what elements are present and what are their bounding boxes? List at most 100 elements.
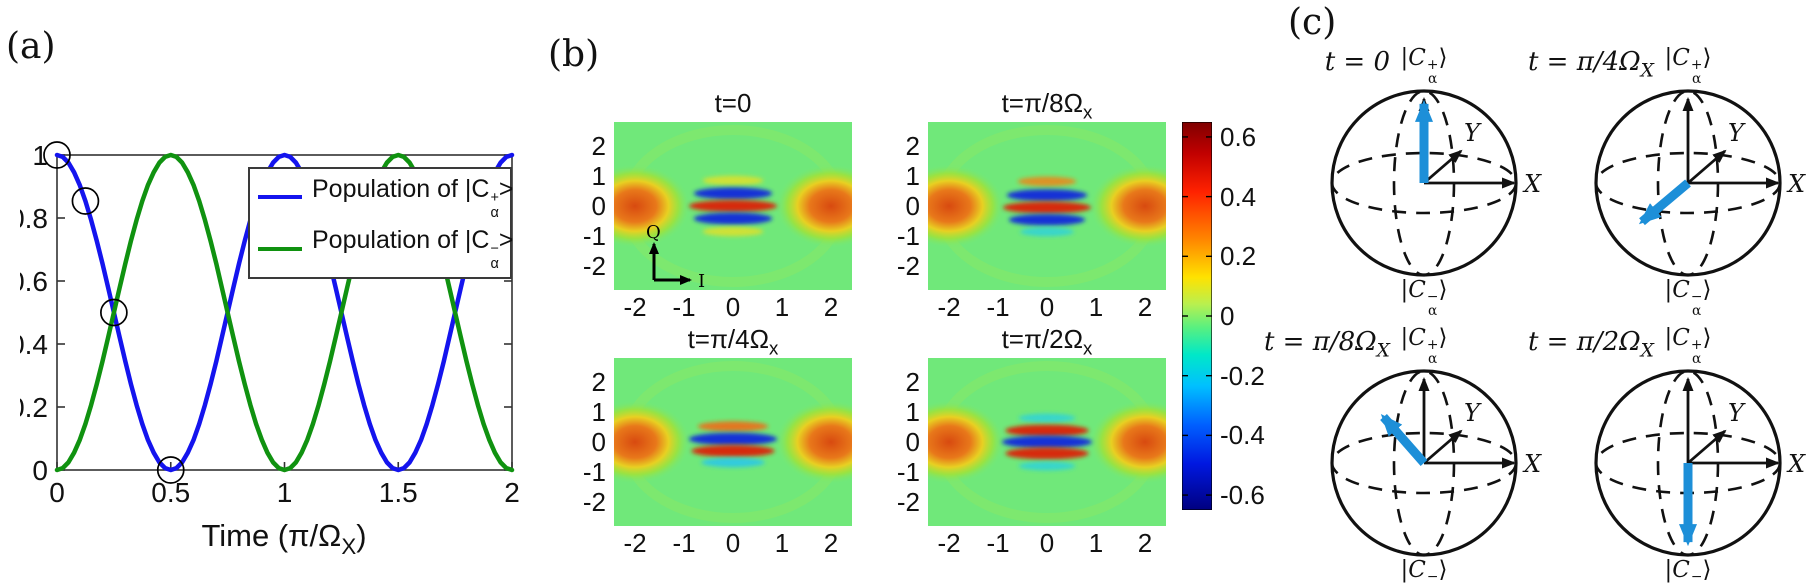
interference-fringe — [1005, 424, 1089, 437]
heatmap-title: t=π/2Ωx — [1001, 324, 1093, 359]
legend-entry: Population of |C + α > — [250, 175, 514, 220]
heatmap-x-tick-label: 2 — [823, 292, 839, 322]
x-axis-label: X — [1522, 170, 1542, 198]
legend-line-swatch — [258, 246, 302, 251]
heatmap-x-tick-label: -2 — [623, 528, 647, 558]
x-tick-label: 1 — [277, 477, 293, 508]
equator-dashed — [1594, 151, 1782, 215]
y-tick-label: 0 — [32, 455, 48, 486]
ket-minus-label: |C−α⟩ — [1400, 277, 1448, 319]
heatmap-y-tick-label: 1 — [905, 397, 920, 427]
coherent-blob — [928, 164, 1005, 248]
heatmap-y-tick-label: 2 — [905, 131, 920, 161]
interference-fringe — [1008, 214, 1086, 226]
title-subscript: x — [769, 337, 779, 359]
heatmap-x-tick-label: -1 — [986, 292, 1010, 322]
x-tick-label: 2 — [504, 477, 520, 508]
state-letter: C — [1408, 557, 1426, 583]
ket-plus-label: |C + α ⟩ — [1664, 45, 1712, 87]
sup-sub-script: −α — [1426, 569, 1439, 586]
ket-minus-label: |C−α⟩ — [1379, 557, 1469, 586]
ket-minus-label: |C−α⟩ — [1643, 557, 1733, 586]
bloch-sphere: XY — [1594, 369, 1806, 557]
marker-circle — [100, 298, 128, 327]
ket-plus-label: |C + α ⟩ — [1400, 45, 1448, 87]
sup-sub-script: + α — [1426, 57, 1439, 87]
interference-fringe — [691, 445, 775, 457]
heatmap-title: t=π/8Ωx — [1001, 88, 1093, 123]
colorbar-tick-label: 0.2 — [1220, 241, 1257, 272]
heatmap-y-tick-label: 0 — [591, 191, 606, 221]
y-axis-label: Y — [1728, 399, 1746, 427]
wigner-heatmap — [928, 122, 1166, 290]
coherent-blob — [775, 400, 852, 484]
heatmap-x-tick-label: 1 — [774, 292, 790, 322]
colorbar-tick-label: -0.4 — [1220, 420, 1265, 451]
interference-fringe — [697, 421, 769, 432]
interference-fringe — [1020, 227, 1074, 237]
heatmap-y-tick-label: -2 — [896, 251, 920, 281]
colorbar-tick-label: -0.6 — [1220, 480, 1265, 511]
heatmap-y-tick-label: 0 — [905, 191, 920, 221]
interference-fringe — [1017, 176, 1077, 187]
state-vector-arrow — [1380, 413, 1428, 466]
state-vector-arrow — [1638, 179, 1691, 226]
interference-fringe — [702, 175, 764, 186]
marker-circle — [43, 141, 71, 169]
y-tick-label: 0.6 — [20, 266, 48, 297]
title-subscript: x — [1083, 337, 1093, 359]
interference-fringe — [688, 432, 778, 446]
ket-minus-label: |C−α⟩ — [1664, 277, 1712, 319]
x-axis-label: X — [1786, 450, 1806, 478]
x-label-subscript: X — [341, 533, 357, 559]
colorbar-tick-label: 0.6 — [1220, 121, 1257, 152]
time-subscript: X — [1640, 340, 1654, 362]
bloch-sphere: XY — [1330, 89, 1542, 277]
x-axis-label: X — [1786, 170, 1806, 198]
state-letter: C — [1672, 557, 1690, 583]
bloch-sphere: XY — [1330, 369, 1542, 557]
colorbar-tick-label: -0.2 — [1220, 360, 1265, 391]
interference-fringe — [693, 212, 773, 225]
state-letter: C — [1672, 277, 1690, 303]
heatmap-x-tick-label: -1 — [672, 528, 696, 558]
coherent-blob — [1089, 164, 1166, 248]
sup-sub-script: + α — [490, 190, 499, 221]
legend-label: Population of |C + α > — [312, 174, 514, 221]
colorbar — [1182, 122, 1212, 510]
heatmap-y-tick-label: -1 — [896, 221, 920, 251]
y-tick-label: 0.8 — [20, 203, 48, 234]
heatmap-y-tick-label: 0 — [591, 427, 606, 457]
heatmap-y-tick-label: -1 — [582, 221, 606, 251]
y-axis-label: Y — [1464, 399, 1482, 427]
sup-sub-script: −α — [1690, 289, 1703, 319]
interference-fringe — [1018, 413, 1076, 423]
colorbar-tick-label: 0 — [1220, 301, 1235, 331]
state-letter: C — [1408, 45, 1426, 71]
x-tick-label: 0 — [49, 477, 65, 508]
marker-circle — [156, 456, 185, 484]
heatmap-x-tick-label: -2 — [937, 528, 961, 558]
y-axis-label: Y — [1464, 119, 1482, 147]
heatmap-x-tick-label: -2 — [937, 292, 961, 322]
state-letter: C — [1408, 277, 1426, 303]
heatmap-x-tick-label: -2 — [623, 292, 647, 322]
heatmap-y-tick-label: 1 — [591, 161, 606, 191]
heatmap-x-tick-label: -1 — [986, 528, 1010, 558]
heatmap-y-tick-label: 0 — [905, 427, 920, 457]
sup-sub-script: −α — [1690, 569, 1703, 586]
heatmap-x-tick-label: 1 — [774, 528, 790, 558]
panel-a-label: (a) — [6, 26, 56, 67]
y-tick-label: 0.4 — [20, 329, 48, 360]
heatmap-y-tick-label: -2 — [582, 487, 606, 517]
y-axis-arrow — [1423, 149, 1463, 185]
heatmap-x-tick-label: 1 — [1088, 528, 1104, 558]
legend-entry: Population of |C − α > — [250, 226, 514, 271]
sphere-time-label: t = 0 — [1324, 47, 1390, 77]
x-tick-label: 1.5 — [379, 477, 418, 508]
chart-legend: Population of |C + α > Population of |C − α > — [248, 167, 514, 279]
interference-fringe — [693, 187, 773, 200]
heatmap-y-tick-label: -1 — [582, 457, 606, 487]
panel-b-label: (b) — [548, 34, 600, 75]
heatmap-x-tick-label: -1 — [672, 292, 696, 322]
